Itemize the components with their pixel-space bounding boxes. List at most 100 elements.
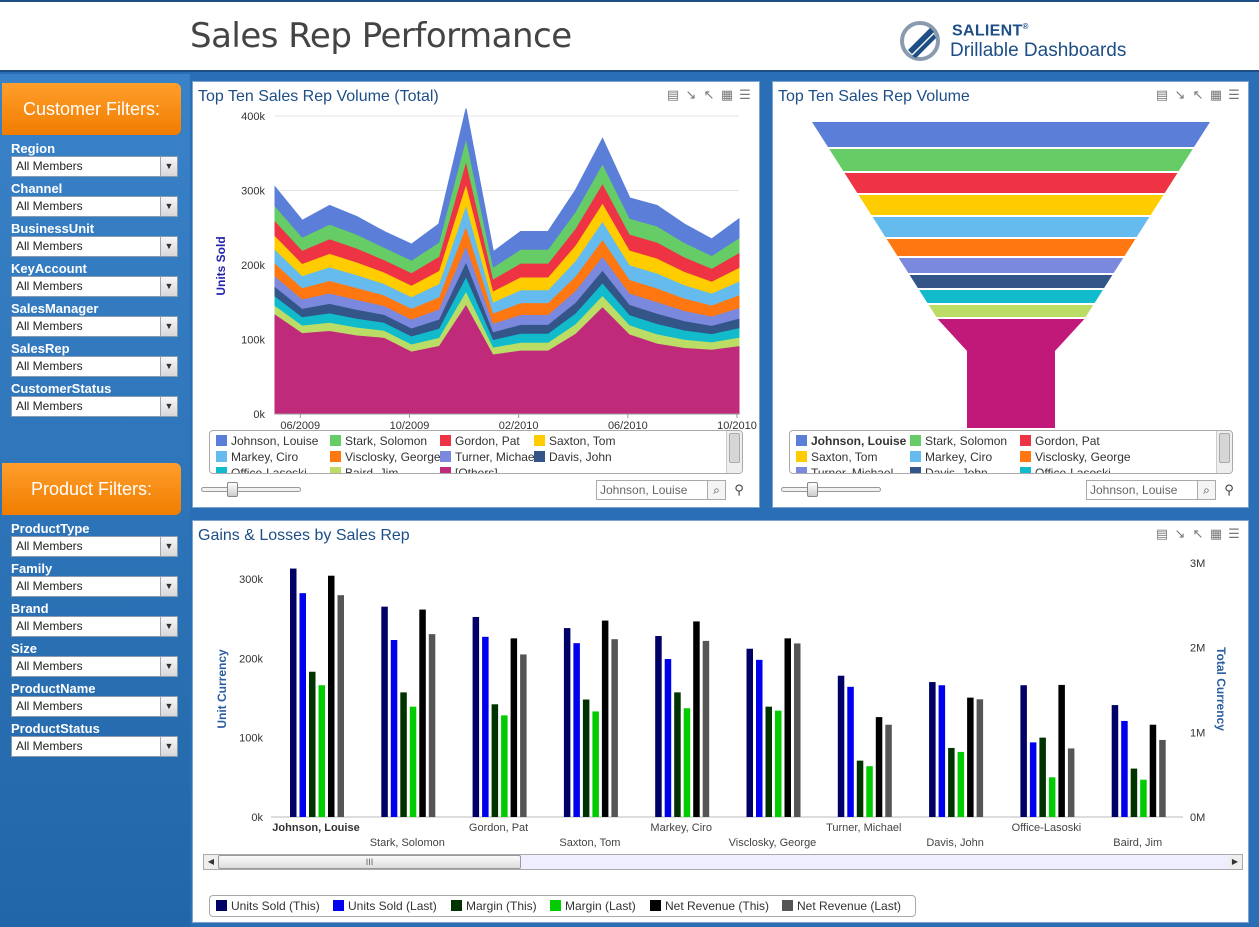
- search-icon[interactable]: ⌕: [1197, 481, 1215, 499]
- legend-item[interactable]: Margin (Last): [550, 899, 636, 913]
- legend-item[interactable]: Saxton, Tom: [534, 434, 615, 448]
- bar[interactable]: [856, 760, 864, 817]
- slider-handle[interactable]: [227, 482, 238, 497]
- menu-icon[interactable]: ☰: [739, 87, 751, 102]
- chart-horizontal-scrollbar[interactable]: ◀ III ▶: [203, 854, 1243, 870]
- chevron-down-icon[interactable]: ▼: [160, 357, 177, 376]
- add-user-icon[interactable]: ⚲: [1224, 482, 1234, 497]
- legend-scrollbar[interactable]: [1216, 431, 1232, 473]
- funnel-segment[interactable]: [812, 122, 1210, 147]
- chevron-down-icon[interactable]: ▼: [160, 537, 177, 556]
- chevron-down-icon[interactable]: ▼: [160, 277, 177, 296]
- zoom-slider[interactable]: [201, 482, 311, 497]
- bar[interactable]: [520, 654, 527, 817]
- bar[interactable]: [875, 717, 883, 817]
- bar[interactable]: [674, 692, 681, 817]
- menu-icon[interactable]: ☰: [1228, 526, 1240, 541]
- bar[interactable]: [1159, 739, 1166, 817]
- bar[interactable]: [746, 648, 754, 817]
- chevron-down-icon[interactable]: ▼: [160, 617, 177, 636]
- drill-up-icon[interactable]: ↖: [1192, 526, 1204, 541]
- scroll-thumb[interactable]: III: [218, 855, 521, 869]
- legend-item[interactable]: Units Sold (Last): [333, 899, 437, 913]
- bar[interactable]: [328, 575, 335, 817]
- bar[interactable]: [784, 638, 792, 817]
- bar[interactable]: [1149, 724, 1157, 817]
- bar[interactable]: [400, 692, 407, 817]
- filter-select[interactable]: All Members ▼: [11, 696, 178, 717]
- legend-item[interactable]: Davis, John: [910, 466, 988, 473]
- bar[interactable]: [563, 628, 571, 817]
- funnel-segment[interactable]: [872, 217, 1150, 237]
- legend-item[interactable]: Davis, John: [534, 450, 612, 464]
- bar[interactable]: [957, 751, 965, 817]
- bar[interactable]: [409, 706, 417, 817]
- chevron-down-icon[interactable]: ▼: [160, 577, 177, 596]
- bar[interactable]: [1121, 720, 1128, 817]
- bar[interactable]: [611, 639, 618, 817]
- bar[interactable]: [693, 621, 700, 817]
- drill-down-icon[interactable]: ↘: [685, 87, 697, 102]
- bar[interactable]: [702, 640, 710, 817]
- legend-item[interactable]: Johnson, Louise: [216, 434, 318, 448]
- zoom-slider[interactable]: [781, 482, 891, 497]
- bar[interactable]: [1140, 779, 1147, 817]
- legend-item[interactable]: Units Sold (This): [216, 899, 320, 913]
- bar[interactable]: [390, 639, 398, 817]
- drill-down-icon[interactable]: ↘: [1174, 526, 1186, 541]
- legend-item[interactable]: Johnson, Louise: [796, 434, 906, 448]
- bar[interactable]: [866, 766, 873, 817]
- filter-select[interactable]: All Members ▼: [11, 196, 178, 217]
- filter-select[interactable]: All Members ▼: [11, 316, 178, 337]
- filter-select[interactable]: All Members ▼: [11, 276, 178, 297]
- drill-up-icon[interactable]: ↖: [1192, 87, 1204, 102]
- chevron-down-icon[interactable]: ▼: [160, 657, 177, 676]
- rep-search-input[interactable]: Johnson, Louise ⌕: [596, 480, 726, 500]
- legend-item[interactable]: Visclosky, George: [330, 450, 441, 464]
- scroll-right-icon[interactable]: ▶: [1228, 855, 1242, 869]
- drill-down-icon[interactable]: ↘: [1174, 87, 1186, 102]
- filter-select[interactable]: All Members ▼: [11, 536, 178, 557]
- drill-up-icon[interactable]: ↖: [703, 87, 715, 102]
- chevron-down-icon[interactable]: ▼: [160, 197, 177, 216]
- legend-item[interactable]: Turner, Michael: [440, 450, 537, 464]
- legend-item[interactable]: Gordon, Pat: [1020, 434, 1100, 448]
- bar[interactable]: [299, 593, 307, 817]
- bar[interactable]: [1048, 777, 1056, 817]
- bar[interactable]: [1130, 768, 1138, 817]
- bar[interactable]: [1067, 748, 1075, 817]
- export-icon[interactable]: ▤: [1155, 87, 1169, 102]
- bar[interactable]: [1020, 685, 1027, 817]
- filter-select[interactable]: All Members ▼: [11, 616, 178, 637]
- legend-item[interactable]: Markey, Ciro: [216, 450, 298, 464]
- legend-item[interactable]: Stark, Solomon: [910, 434, 1007, 448]
- legend-item[interactable]: Office-Lasoski: [1020, 466, 1111, 473]
- funnel-segment[interactable]: [928, 305, 1094, 317]
- legend-item[interactable]: Markey, Ciro: [910, 450, 992, 464]
- bar[interactable]: [1058, 684, 1065, 817]
- funnel-segment[interactable]: [886, 239, 1136, 256]
- chevron-down-icon[interactable]: ▼: [160, 157, 177, 176]
- grid-view-icon[interactable]: ▦: [720, 87, 734, 102]
- search-icon[interactable]: ⌕: [707, 481, 725, 499]
- bar[interactable]: [664, 659, 672, 817]
- bar[interactable]: [491, 704, 499, 817]
- funnel-segment[interactable]: [844, 173, 1178, 193]
- rep-search-input[interactable]: Johnson, Louise ⌕: [1086, 480, 1216, 500]
- chevron-down-icon[interactable]: ▼: [160, 397, 177, 416]
- funnel-segment[interactable]: [919, 290, 1103, 303]
- bar[interactable]: [847, 686, 854, 817]
- chevron-down-icon[interactable]: ▼: [160, 697, 177, 716]
- bar[interactable]: [419, 609, 426, 817]
- funnel-stem[interactable]: [937, 319, 1085, 428]
- export-icon[interactable]: ▤: [1155, 526, 1169, 541]
- legend-item[interactable]: [Others]: [440, 466, 498, 473]
- bar[interactable]: [683, 708, 691, 817]
- legend-item[interactable]: Margin (This): [451, 899, 537, 913]
- bar[interactable]: [775, 710, 782, 817]
- scroll-left-icon[interactable]: ◀: [204, 855, 218, 869]
- chevron-down-icon[interactable]: ▼: [160, 317, 177, 336]
- filter-select[interactable]: All Members ▼: [11, 236, 178, 257]
- bar[interactable]: [592, 711, 599, 817]
- bar[interactable]: [938, 685, 946, 817]
